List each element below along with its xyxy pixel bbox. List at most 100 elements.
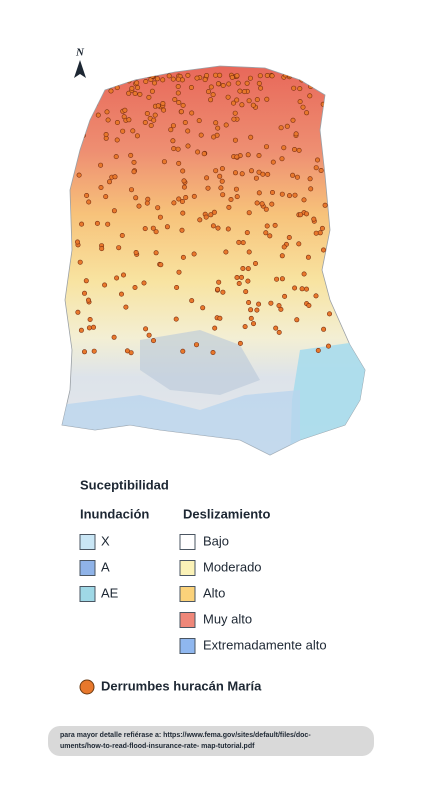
landslide-point bbox=[128, 72, 134, 78]
landslide-point bbox=[106, 79, 112, 85]
landslide-point bbox=[324, 265, 330, 271]
landslide-point bbox=[131, 169, 137, 175]
landslide-point bbox=[92, 77, 98, 83]
landslide-point bbox=[119, 233, 125, 239]
landslide-point bbox=[215, 125, 221, 131]
legend-point bbox=[79, 679, 95, 695]
landslide-point bbox=[146, 332, 152, 338]
landslide-point bbox=[213, 120, 219, 126]
landslide-point bbox=[78, 80, 84, 86]
landslide-point bbox=[263, 206, 269, 212]
landslide-point bbox=[191, 251, 197, 257]
landslide-point bbox=[268, 300, 274, 306]
landslide-point bbox=[170, 76, 176, 82]
landslide-point bbox=[160, 101, 166, 107]
landslide-point bbox=[153, 229, 159, 235]
landslide-point bbox=[318, 168, 324, 174]
landslide-point bbox=[100, 73, 106, 79]
landslide-point bbox=[181, 184, 187, 190]
landslide-point bbox=[296, 241, 302, 247]
map: N bbox=[61, 47, 366, 456]
landslide-point bbox=[75, 239, 81, 245]
landslide-point bbox=[215, 225, 221, 231]
landslide-point bbox=[80, 133, 86, 139]
landslide-point bbox=[107, 179, 113, 185]
landslide-point bbox=[256, 153, 262, 159]
landslide-point bbox=[226, 81, 232, 87]
landslide-point bbox=[195, 149, 201, 155]
landslide-point bbox=[128, 152, 134, 158]
landslide-point bbox=[161, 107, 167, 113]
landslide-point bbox=[100, 73, 106, 79]
landslide-point bbox=[150, 225, 156, 231]
landslide-point bbox=[319, 225, 325, 231]
landslide-point bbox=[276, 303, 282, 309]
landslide-point bbox=[120, 128, 126, 134]
landslide-point bbox=[212, 325, 218, 331]
landslide-point bbox=[99, 246, 105, 252]
landslide-point bbox=[161, 159, 167, 165]
landslide-point bbox=[123, 304, 129, 310]
landslide-point bbox=[208, 84, 214, 90]
legend-swatch bbox=[79, 560, 96, 576]
landslide-point bbox=[102, 78, 108, 84]
landslide-point bbox=[86, 199, 92, 205]
landslide-point bbox=[172, 97, 178, 103]
landslide-point bbox=[92, 73, 98, 79]
flood-title: Inundación bbox=[80, 506, 149, 521]
landslide-point bbox=[91, 324, 97, 330]
landslide-point bbox=[112, 174, 118, 180]
landslide-point bbox=[196, 118, 202, 124]
landslide-point bbox=[129, 85, 135, 91]
landslide-point bbox=[304, 110, 310, 116]
landslide-point bbox=[181, 178, 187, 184]
landslide-point bbox=[176, 269, 182, 275]
landslide-point bbox=[233, 186, 239, 192]
landslide-point bbox=[111, 334, 117, 340]
landslide-point bbox=[300, 104, 306, 110]
landslide-point bbox=[293, 131, 299, 137]
landslide-point bbox=[114, 275, 120, 281]
landslide-point bbox=[296, 147, 302, 153]
landslide-point bbox=[164, 224, 170, 230]
landslide-point bbox=[213, 168, 219, 174]
landslide-point bbox=[256, 169, 262, 175]
landslide-point bbox=[142, 226, 148, 232]
landslide-point bbox=[175, 76, 181, 82]
landslide-point bbox=[314, 75, 320, 81]
landslide-point bbox=[291, 147, 297, 153]
landslide-point bbox=[299, 286, 305, 292]
landslide-point bbox=[78, 118, 84, 124]
landslide-point bbox=[217, 173, 223, 179]
landslide-point bbox=[185, 72, 191, 78]
landslide-point bbox=[249, 168, 255, 174]
landslide-point bbox=[105, 221, 111, 227]
landslide-point bbox=[191, 193, 197, 199]
landslide-point bbox=[143, 326, 149, 332]
landslide-point bbox=[131, 73, 137, 79]
landslide-point bbox=[234, 73, 240, 79]
landslide-point bbox=[229, 74, 235, 80]
landslide-point bbox=[72, 124, 78, 130]
landslide-point bbox=[239, 171, 245, 177]
landslide-point bbox=[279, 191, 285, 197]
landslide-point bbox=[95, 75, 101, 81]
landslide-point bbox=[198, 132, 204, 138]
landslide-point bbox=[194, 75, 200, 81]
landslide-point bbox=[279, 276, 285, 282]
landslide-point bbox=[94, 220, 100, 226]
landslide-point bbox=[303, 211, 309, 217]
landslide-point bbox=[129, 75, 135, 81]
landslide-point bbox=[160, 77, 166, 83]
landslide-point bbox=[306, 75, 312, 81]
landslide-point bbox=[281, 145, 287, 151]
landslide-point bbox=[158, 262, 164, 268]
landslide-point bbox=[286, 235, 292, 241]
landslide-point bbox=[143, 79, 149, 85]
landslide-point bbox=[155, 205, 161, 211]
landslide-point bbox=[168, 127, 174, 133]
landslide-point bbox=[205, 185, 211, 191]
landslide-point bbox=[319, 79, 325, 85]
legend-swatch bbox=[179, 638, 196, 654]
landslide-point bbox=[204, 175, 210, 181]
